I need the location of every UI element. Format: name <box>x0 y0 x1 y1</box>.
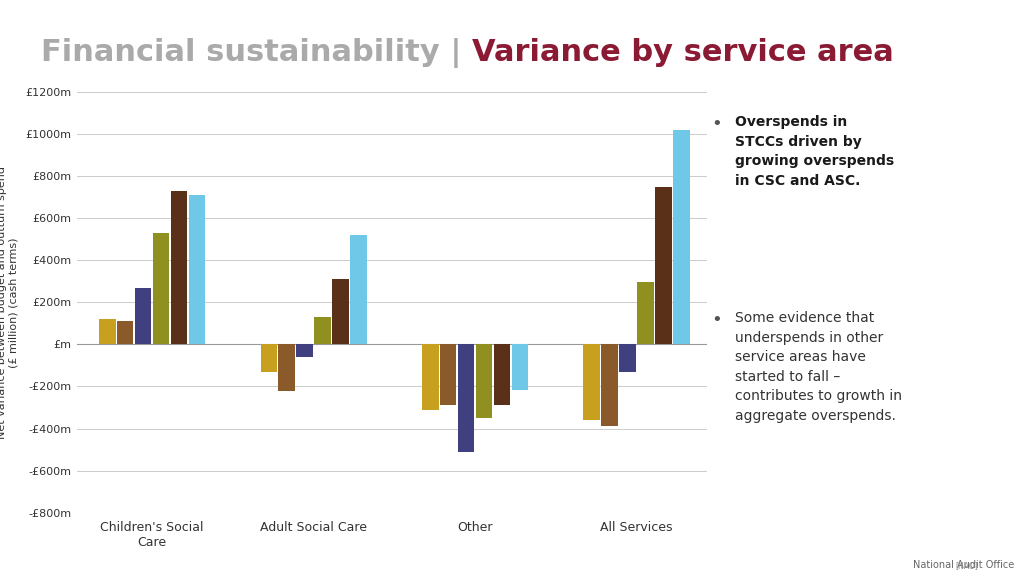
Y-axis label: Net variance between budget and outturn spend
(£ million) (cash terms): Net variance between budget and outturn … <box>0 166 18 439</box>
Bar <box>512 344 528 389</box>
Text: Financial sustainability |: Financial sustainability | <box>41 37 472 68</box>
Text: •: • <box>712 311 722 329</box>
Bar <box>171 191 187 344</box>
Bar <box>188 195 205 344</box>
Bar <box>655 187 672 344</box>
Bar <box>296 344 313 357</box>
Bar <box>673 130 690 344</box>
Bar <box>494 344 510 406</box>
Text: [NAO]: [NAO] <box>955 561 978 570</box>
Text: Some evidence that
underspends in other
service areas have
started to fall –
con: Some evidence that underspends in other … <box>735 311 902 423</box>
Bar <box>260 344 278 372</box>
Bar <box>135 287 152 344</box>
Bar <box>279 344 295 391</box>
Bar <box>637 282 653 344</box>
Bar <box>422 344 438 410</box>
Bar <box>620 344 636 372</box>
Bar <box>584 344 600 420</box>
Bar <box>458 344 474 452</box>
Bar <box>314 317 331 344</box>
Bar <box>476 344 493 418</box>
Bar <box>333 279 349 344</box>
Text: Variance by service area: Variance by service area <box>472 38 894 67</box>
Bar <box>153 233 169 344</box>
Bar <box>440 344 457 406</box>
Text: National Audit Office: National Audit Office <box>912 560 1014 570</box>
Bar <box>99 319 116 344</box>
Text: Financial sustainability | Variance by service area: Financial sustainability | Variance by s… <box>41 37 894 68</box>
Bar <box>350 235 367 344</box>
Text: •: • <box>712 115 722 133</box>
Bar <box>601 344 617 426</box>
Bar <box>117 321 133 344</box>
Text: Overspends in
STCCs driven by
growing overspends
in CSC and ASC.: Overspends in STCCs driven by growing ov… <box>735 115 894 188</box>
